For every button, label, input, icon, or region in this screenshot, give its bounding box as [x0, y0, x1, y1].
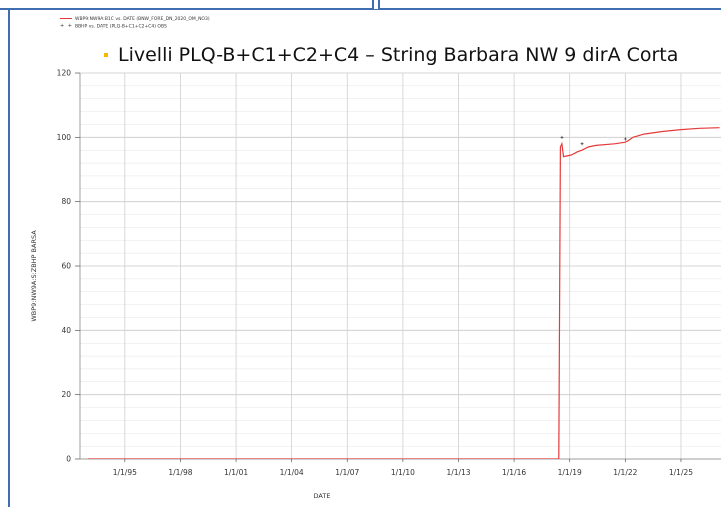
x-tick-label: 1/1/22 — [613, 468, 637, 477]
x-tick-label: 1/1/16 — [502, 468, 526, 477]
x-tick-label: 1/1/04 — [280, 468, 304, 477]
x-tick-label: 1/1/10 — [391, 468, 415, 477]
x-tick-label: 1/1/07 — [335, 468, 359, 477]
y-tick-label: 20 — [61, 390, 71, 399]
x-tick-label: 1/1/13 — [446, 468, 470, 477]
y-axis-title: WBP9:NW9A:S:ZBHP BARSA — [30, 230, 38, 322]
x-axis-title: DATE — [314, 492, 331, 500]
obs-point — [560, 136, 563, 139]
x-tick-label: 1/1/98 — [168, 468, 192, 477]
series-line-1 — [88, 128, 720, 459]
x-tick-label: 1/1/95 — [113, 468, 137, 477]
y-tick-label: 100 — [57, 133, 72, 142]
y-tick-label: 40 — [61, 326, 71, 335]
obs-point — [624, 137, 627, 140]
y-tick-label: 60 — [61, 262, 71, 271]
y-tick-label: 0 — [66, 455, 71, 464]
obs-point — [581, 142, 584, 145]
y-tick-label: 120 — [57, 69, 72, 78]
y-tick-label: 80 — [61, 197, 71, 206]
x-tick-label: 1/1/19 — [558, 468, 582, 477]
x-tick-label: 1/1/01 — [224, 468, 248, 477]
x-tick-label: 1/1/25 — [669, 468, 693, 477]
